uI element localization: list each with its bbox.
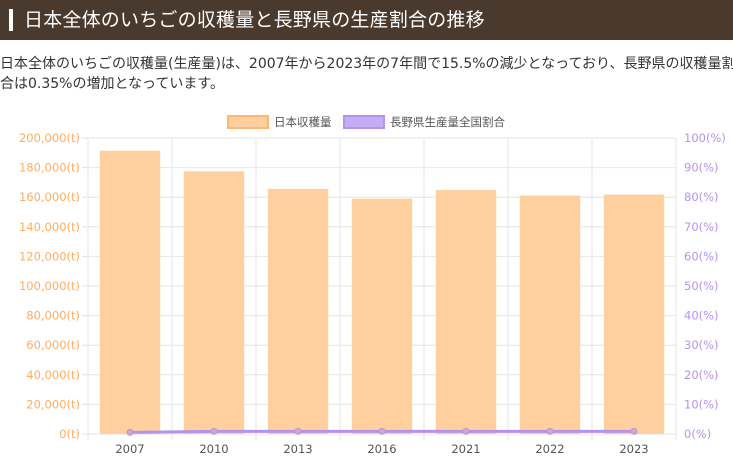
line-point[interactable] [294,427,302,435]
right-axis-tick-label: 100(%) [684,131,726,145]
right-axis-tick-label: 20(%) [684,368,719,382]
summary-line-1: 日本全体のいちごの収穫量(生産量)は、2007年から2023年の7年間で15.5… [0,56,733,72]
x-axis-tick-label: 2013 [283,442,312,456]
right-axis-tick-label: 30(%) [684,338,719,352]
line-point[interactable] [126,428,134,436]
left-axis-tick-label: 120,000(t) [19,249,80,263]
summary-text: 日本全体のいちごの収穫量(生産量)は、2007年から2023年の7年間で15.5… [0,54,733,94]
right-axis-tick-label: 0(%) [684,427,711,441]
right-axis-tick-label: 40(%) [684,309,719,323]
bar[interactable] [99,150,161,434]
x-axis-tick-label: 2007 [115,442,144,456]
bar[interactable] [519,195,581,434]
right-axis-tick-label: 80(%) [684,190,719,204]
legend-label-bar: 日本収穫量 [274,115,332,129]
page-title: 日本全体のいちごの収穫量と長野県の生産割合の推移 [24,9,485,31]
right-axis-tick-label: 60(%) [684,249,719,263]
x-axis-tick-label: 2022 [535,442,564,456]
left-axis-tick-label: 60,000(t) [26,338,80,352]
bar[interactable] [603,194,665,434]
left-axis-tick-label: 100,000(t) [19,279,80,293]
left-axis-tick-label: 140,000(t) [19,220,80,234]
bar[interactable] [435,190,497,434]
x-axis-tick-label: 2016 [367,442,396,456]
summary-line-2: 合は0.35%の増加となっています。 [0,76,224,92]
legend-label-line: 長野県生産量全国割合 [390,115,505,129]
line-point[interactable] [462,427,470,435]
left-axis-tick-label: 20,000(t) [26,397,80,411]
header-accent-bar [9,9,13,31]
left-axis-tick-label: 40,000(t) [26,368,80,382]
left-axis-tick-label: 160,000(t) [19,190,80,204]
right-axis-tick-label: 10(%) [684,397,719,411]
left-axis-tick-label: 180,000(t) [19,161,80,175]
line-point[interactable] [378,427,386,435]
left-axis-tick-label: 0(t) [59,427,80,441]
bar[interactable] [267,188,329,434]
right-axis-tick-label: 70(%) [684,220,719,234]
bar[interactable] [351,198,413,434]
legend-swatch-line [343,115,385,129]
legend-swatch-bar [227,115,269,129]
left-axis-tick-label: 80,000(t) [26,309,80,323]
line-point[interactable] [210,427,218,435]
page-header: 日本全体のいちごの収穫量と長野県の生産割合の推移 [0,0,733,40]
left-axis-tick-label: 200,000(t) [19,131,80,145]
line-point[interactable] [630,427,638,435]
line-point[interactable] [546,427,554,435]
right-axis-tick-label: 90(%) [684,161,719,175]
x-axis-tick-label: 2023 [619,442,648,456]
x-axis-tick-label: 2021 [451,442,480,456]
x-axis-tick-label: 2010 [199,442,228,456]
bar[interactable] [183,171,245,435]
right-axis-tick-label: 50(%) [684,279,719,293]
